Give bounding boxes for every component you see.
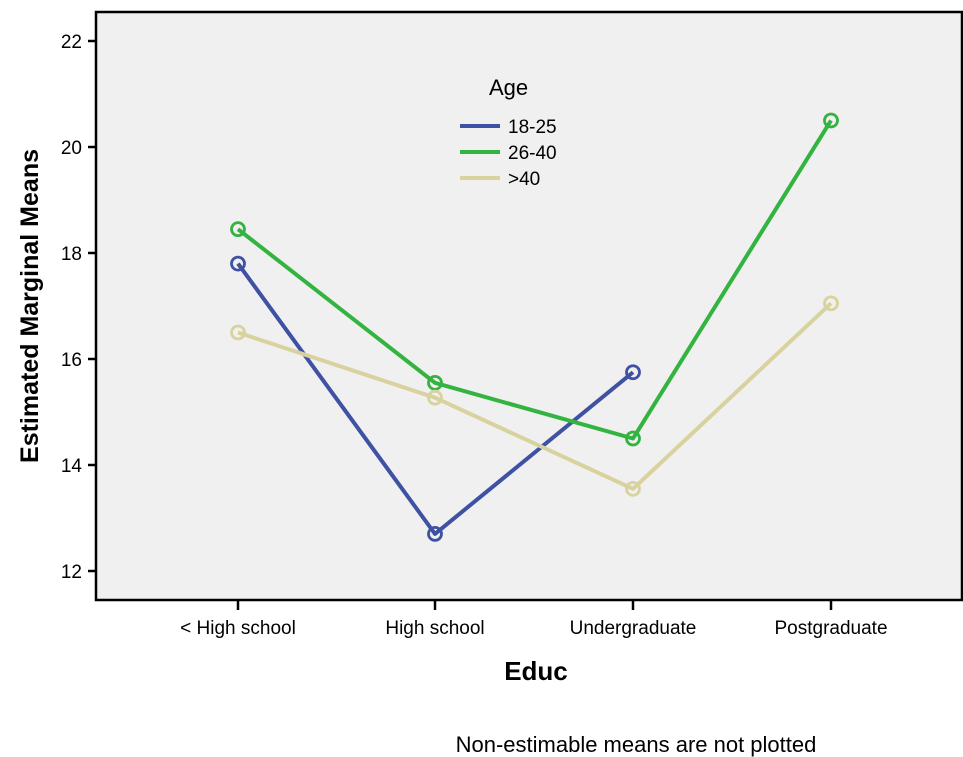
y-tick-label: 20 <box>61 138 82 159</box>
legend: Age 18-25 26-40 >40 <box>460 75 557 190</box>
y-tick-label: 22 <box>61 32 82 53</box>
data-point <box>625 480 641 497</box>
x-axis: < High school High school Undergraduate Pos… <box>180 600 888 639</box>
series-layer <box>230 112 839 542</box>
data-point <box>625 364 641 381</box>
y-tick-label: 12 <box>61 562 82 583</box>
y-tick-label: 14 <box>61 456 83 477</box>
y-axis-title: Estimated Marginal Means <box>16 149 44 463</box>
series->40 <box>230 295 839 497</box>
legend-item-label: 26-40 <box>508 143 557 164</box>
legend-item-label: >40 <box>508 169 540 190</box>
y-tick-label: 18 <box>61 244 82 265</box>
series-26-40 <box>230 112 839 447</box>
data-point <box>230 255 246 272</box>
y-tick-label: 16 <box>61 350 82 371</box>
legend-item-label: 18-25 <box>508 117 557 138</box>
plot-area <box>94 10 963 602</box>
y-axis: 12 14 16 18 20 22 <box>61 32 96 583</box>
legend-title: Age <box>489 75 528 100</box>
data-point <box>427 374 443 391</box>
data-point <box>427 526 443 542</box>
x-tick-label: < High school <box>180 618 296 639</box>
data-point <box>823 295 839 312</box>
x-tick-label: High school <box>385 618 484 639</box>
series-line <box>236 119 833 441</box>
data-point <box>230 221 246 238</box>
x-tick-label: Undergraduate <box>570 618 697 639</box>
x-tick-label: Postgraduate <box>774 618 887 639</box>
series-line <box>237 301 833 491</box>
footnote: Non-estimable means are not plotted <box>456 732 817 757</box>
data-point <box>230 324 246 341</box>
data-point <box>823 112 839 129</box>
data-point <box>625 430 641 447</box>
x-axis-title: Educ <box>504 656 568 686</box>
data-point <box>427 389 443 406</box>
